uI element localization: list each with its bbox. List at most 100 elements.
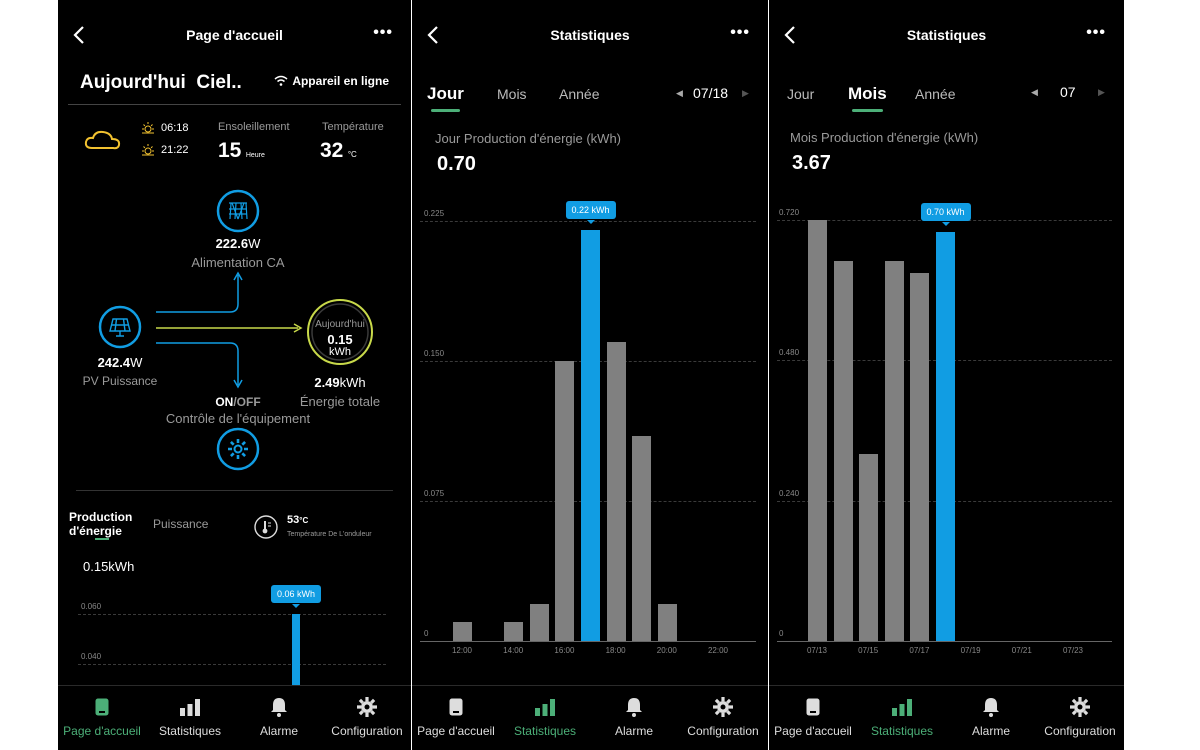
tab-month[interactable]: Mois <box>848 84 887 112</box>
today-label: Aujourd'hui <box>80 72 186 93</box>
x-tick-label: 07/19 <box>960 646 981 655</box>
bar-tooltip: 0.06 kWh <box>270 585 322 608</box>
weather-text: Ciel.. <box>196 72 242 93</box>
chart-bar[interactable] <box>884 260 904 641</box>
x-tick-label: 07/15 <box>858 646 879 655</box>
pv-value: 242.4 <box>97 355 131 370</box>
tab-production[interactable]: Production d'énergie <box>69 510 133 538</box>
nav-configuration[interactable]: Configuration <box>323 694 411 738</box>
stats-month-screen: Statistiques ••• Jour Mois Année ◀ 07 ▶ … <box>769 0 1124 750</box>
nav-home-icon-wrap <box>769 694 857 720</box>
tab-year[interactable]: Année <box>559 86 600 102</box>
total-unit: kWh <box>339 375 366 390</box>
grid-line <box>78 664 386 665</box>
y-tick-label: 0 <box>779 629 784 638</box>
nav-home-label: Page d'accueil <box>774 724 852 738</box>
energy-flow-diagram <box>98 189 373 471</box>
nav-configuration-icon-wrap <box>1036 694 1124 720</box>
more-options-icon[interactable]: ••• <box>730 24 750 41</box>
next-date-icon[interactable]: ▶ <box>1098 87 1105 97</box>
nav-statistics[interactable]: Statistiques <box>146 694 234 738</box>
mini-energy-chart: 0.060 0.040 0.06 kWh <box>58 575 411 685</box>
pv-unit: W <box>130 355 143 370</box>
tab-day[interactable]: Jour <box>787 86 815 102</box>
ac-power-label: Alimentation CA <box>191 255 285 270</box>
prev-date-icon[interactable]: ◀ <box>676 88 683 98</box>
chart-bar[interactable] <box>504 622 524 641</box>
x-tick-label: 07/13 <box>806 646 828 655</box>
bell-icon <box>271 698 287 717</box>
chart-bar[interactable] <box>657 603 677 641</box>
chart-total: 0.70 <box>437 153 476 175</box>
x-tick-label: 07/23 <box>1062 646 1084 655</box>
chart-bar[interactable] <box>808 220 827 641</box>
date-value: 07 <box>1060 84 1076 100</box>
nav-configuration[interactable]: Configuration <box>679 694 767 738</box>
home-header: Page d'accueil ••• <box>58 0 411 70</box>
nav-statistics[interactable]: Statistiques <box>858 694 946 738</box>
tab-power[interactable]: Puissance <box>153 517 209 531</box>
chart-bar[interactable] <box>910 272 930 641</box>
x-tick-label: 16:00 <box>554 646 575 655</box>
back-arrow-icon[interactable] <box>70 24 90 46</box>
chart-bar[interactable] <box>453 622 472 641</box>
chart-bar[interactable] <box>833 260 853 641</box>
nav-alarm[interactable]: Alarme <box>590 694 678 738</box>
solar-panel-icon <box>109 318 131 337</box>
tab-day[interactable]: Jour <box>427 84 464 112</box>
nav-configuration[interactable]: Configuration <box>1036 694 1124 738</box>
nav-statistics-icon-wrap <box>146 694 234 720</box>
chart-bar[interactable] <box>292 614 300 685</box>
nav-alarm-label: Alarme <box>259 724 298 738</box>
inverter-temp-value: 53 <box>287 514 300 526</box>
chart-bar[interactable] <box>581 230 600 641</box>
nav-home[interactable]: Page d'accueil <box>58 694 146 738</box>
onoff-status[interactable]: ON/OFF <box>188 395 288 409</box>
back-arrow-icon[interactable] <box>424 24 444 46</box>
prev-date-icon[interactable]: ◀ <box>1031 87 1038 97</box>
nav-configuration-icon-wrap <box>323 694 411 720</box>
nav-home-icon-wrap <box>412 694 500 720</box>
temperature-label: Température <box>322 121 384 133</box>
chart-subtitle: Mois Production d'énergie (kWh) <box>790 130 979 145</box>
energy-value: 0.15kWh <box>83 559 135 574</box>
day-energy-chart: 0.225 0.150 0.075 0 0.22 kWh 12:00 14:00 16:00 1… <box>412 190 768 665</box>
chart-bar[interactable] <box>606 342 626 641</box>
device-status-text: Appareil en ligne <box>292 74 389 88</box>
nav-statistics[interactable]: Statistiques <box>501 694 589 738</box>
nav-alarm[interactable]: Alarme <box>947 694 1035 738</box>
more-options-icon[interactable]: ••• <box>1086 24 1106 41</box>
tab-month[interactable]: Mois <box>497 86 527 102</box>
total-energy-value: 2.49kWh <box>290 375 390 390</box>
nav-home[interactable]: Page d'accueil <box>769 694 857 738</box>
next-date-icon[interactable]: ▶ <box>742 88 749 98</box>
inverter-temp-label: Température De L'onduleur <box>287 531 372 538</box>
nav-configuration-label: Configuration <box>687 724 759 738</box>
chart-bar[interactable] <box>936 231 955 641</box>
tab-year[interactable]: Année <box>915 86 956 102</box>
temperature-unit: °C <box>347 150 357 159</box>
y-tick-label: 0.240 <box>779 488 800 498</box>
sunshine-value-group: 15 Heure <box>218 139 265 163</box>
chart-bar[interactable] <box>555 361 575 641</box>
date-value: 07/18 <box>693 85 729 101</box>
onoff-off: OFF <box>236 395 261 409</box>
ac-power-value: 222.6W <box>188 236 288 251</box>
x-tick-label: 07/21 <box>1011 646 1032 655</box>
settings-gear-icon <box>1070 697 1090 717</box>
home-device-icon <box>806 698 820 716</box>
bell-icon <box>983 698 999 717</box>
nav-home-label: Page d'accueil <box>63 724 141 738</box>
stats-header: Statistiques ••• <box>769 0 1124 70</box>
nav-alarm[interactable]: Alarme <box>235 694 323 738</box>
nav-configuration-label: Configuration <box>1044 724 1116 738</box>
chart-bar[interactable] <box>529 603 549 641</box>
nav-home[interactable]: Page d'accueil <box>412 694 500 738</box>
more-options-icon[interactable]: ••• <box>373 24 393 41</box>
sunshine-value: 15 <box>218 139 242 162</box>
back-arrow-icon[interactable] <box>781 24 801 46</box>
gear-icon[interactable] <box>226 437 250 461</box>
chart-bar[interactable] <box>859 453 879 641</box>
chart-bar[interactable] <box>632 435 652 641</box>
ring-today-value: 0.15 <box>327 332 353 347</box>
